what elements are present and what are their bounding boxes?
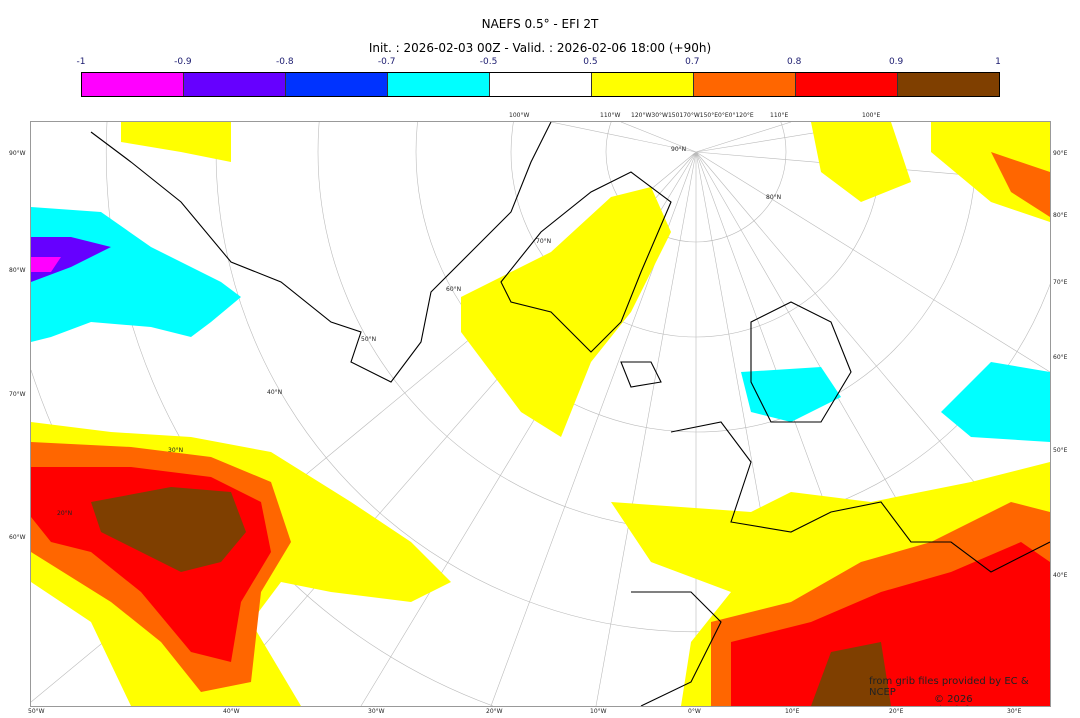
- field-yellow-greenland: [461, 187, 671, 437]
- bottom-axis-label: 40°W: [223, 708, 240, 715]
- colorbar-tick-label: 0.5: [583, 57, 598, 67]
- top-axis-label: 100°E: [862, 112, 881, 119]
- efi-fields: [31, 122, 1050, 706]
- bottom-axis-label: 30°W: [368, 708, 385, 715]
- field-cyan-west: [31, 207, 241, 342]
- colorbar-tick-label: -0.7: [377, 57, 396, 67]
- lat-label: 50°N: [361, 336, 377, 343]
- field-brown-atlantic: [91, 487, 246, 572]
- colorbar-tick-label: -0.8: [275, 57, 294, 67]
- colorbar-tick-label: -0.9: [174, 57, 192, 67]
- bottom-axis-label: 10°W: [590, 708, 607, 715]
- lat-label: 20°N: [57, 510, 73, 517]
- bottom-axis-label: 0°W: [688, 708, 701, 715]
- coastlines: [90, 122, 1050, 706]
- bottom-axis-label: 50°W: [28, 708, 45, 715]
- colorbar-bin: [898, 73, 999, 96]
- lat-label: 70°N: [536, 238, 552, 245]
- credit-copyright: © 2026 sb@infrazone.net: [934, 694, 1022, 706]
- lat-label: 30°N: [168, 447, 184, 454]
- colorbar-bin: [184, 73, 286, 96]
- field-cyan-scandinavia: [741, 367, 841, 422]
- efi-map: [31, 122, 1050, 706]
- colorbar-tick-label: -0.5: [479, 57, 498, 67]
- left-axis-label: 70°W: [9, 391, 26, 398]
- colorbar-tick-label: 1: [995, 57, 1001, 67]
- lat-label: 60°N: [446, 286, 462, 293]
- field-brown-europe: [811, 642, 891, 706]
- colorbar-tick-label: 0.9: [888, 57, 904, 67]
- top-axis-label: 110°E: [770, 112, 789, 119]
- colorbar-bin: [82, 73, 184, 96]
- colorbar-tick-label: 0.8: [787, 57, 802, 67]
- colorbar-tick-label: 0.7: [685, 57, 700, 67]
- left-axis-label: 80°W: [9, 267, 26, 274]
- bottom-axis-label: 20°E: [889, 708, 904, 715]
- lat-label: 90°N: [671, 146, 687, 153]
- right-axis-label: 90°E: [1053, 150, 1068, 157]
- colorbar-bin: [388, 73, 490, 96]
- colorbar-tick-label: -1: [76, 57, 86, 67]
- field-yellow-ne: [811, 122, 1050, 222]
- field-yellow-top: [121, 122, 231, 162]
- colorbar-bin: [286, 73, 388, 96]
- colorbar-bin: [490, 73, 592, 96]
- left-axis-label: 90°W: [9, 150, 26, 157]
- right-axis-label: 50°E: [1053, 447, 1068, 454]
- colorbar-bin: [796, 73, 898, 96]
- field-red-europe: [731, 542, 1050, 706]
- map-subtitle: Init. : 2026-02-03 00Z - Valid. : 2026-0…: [368, 41, 712, 55]
- field-magenta-west: [31, 257, 61, 272]
- top-axis-label: 100°W: [509, 112, 530, 119]
- right-axis-label: 60°E: [1053, 354, 1068, 361]
- left-axis-label: 60°W: [9, 534, 26, 541]
- top-axis-label: 110°W: [600, 112, 621, 119]
- map-panel[interactable]: 90°N 80°N 70°N 60°N 50°N 40°N 30°N 20°N …: [30, 121, 1051, 707]
- lat-label: 80°N: [766, 194, 782, 201]
- field-cyan-east: [941, 362, 1050, 442]
- field-orange-ne: [991, 152, 1050, 217]
- credit-source: from grib files provided by EC & NCEP: [869, 676, 1029, 698]
- top-axis-label: 120°W30°W150170°W150°E0°E0°120°E: [631, 112, 754, 119]
- right-axis-label: 80°E: [1053, 212, 1068, 219]
- colorbar-bin: [694, 73, 796, 96]
- right-axis-label: 40°E: [1053, 572, 1068, 579]
- bottom-axis-label: 30°E: [1007, 708, 1022, 715]
- map-title: NAEFS 0.5° - EFI 2T: [481, 17, 599, 31]
- bottom-axis-label: 10°E: [785, 708, 800, 715]
- bottom-axis-label: 20°W: [486, 708, 503, 715]
- colorbar: [81, 72, 1000, 97]
- lat-label: 40°N: [267, 389, 283, 396]
- colorbar-bin: [592, 73, 694, 96]
- right-axis-label: 70°E: [1053, 279, 1068, 286]
